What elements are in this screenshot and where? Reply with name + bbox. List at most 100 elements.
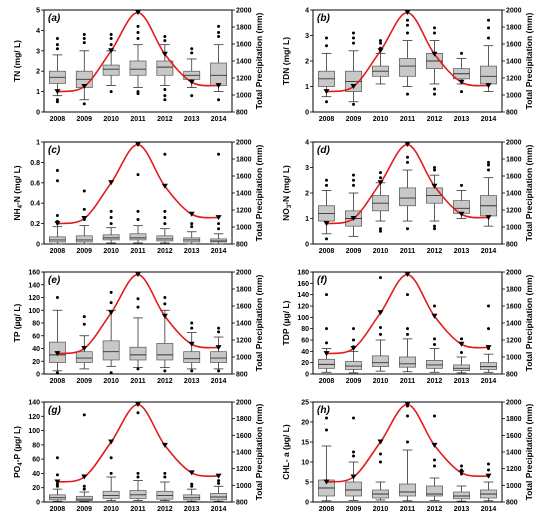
- outlier-point: [55, 213, 59, 217]
- y-tick-label: 60: [32, 457, 40, 464]
- y2-tick-label: 2000: [506, 400, 522, 407]
- precipitation-point: [431, 183, 438, 189]
- box-2008: [49, 169, 66, 245]
- precipitation-point: [431, 51, 438, 57]
- y-tick-label: 10: [301, 460, 309, 467]
- box-2014: [210, 152, 227, 245]
- x-tick-label: 2013: [184, 506, 200, 513]
- box-2008: [49, 456, 66, 502]
- outlier-point: [190, 482, 194, 486]
- outlier-point: [406, 327, 409, 331]
- y-tick-label: 0: [36, 242, 40, 249]
- y2-tick-label: 1000: [236, 225, 252, 232]
- y-tick-label: 4: [36, 28, 40, 35]
- y2-tick-label: 1800: [506, 25, 522, 32]
- outlier-point: [136, 209, 140, 213]
- precipitation-point: [108, 180, 115, 186]
- outlier-point: [136, 30, 140, 34]
- box-2011: [129, 411, 147, 501]
- box-iqr: [372, 355, 389, 367]
- y2-tick-label: 800: [236, 372, 248, 379]
- outlier-point: [163, 35, 167, 39]
- box-2008: [318, 416, 335, 502]
- box-iqr: [102, 64, 120, 76]
- y2-axis-label: Total Precipitation (mm): [254, 13, 264, 110]
- y-axis-label: NO3-N (mg/ L): [281, 165, 293, 221]
- outlier-point: [406, 414, 409, 418]
- outlier-point: [82, 487, 86, 491]
- y2-tick-label: 1000: [236, 93, 252, 100]
- outlier-point: [325, 237, 328, 241]
- box-2009: [75, 315, 93, 370]
- outlier-point: [487, 468, 490, 472]
- outlier-point: [433, 337, 436, 341]
- outlier-point: [190, 51, 194, 55]
- outlier-point: [55, 371, 59, 375]
- outlier-point: [109, 90, 113, 94]
- x-tick-label: 2011: [130, 116, 145, 123]
- outlier-point: [487, 26, 490, 30]
- precipitation-point: [458, 79, 465, 85]
- precipitation-point: [161, 442, 168, 448]
- box-2014: [480, 304, 497, 373]
- y-tick-label: 160: [297, 281, 309, 288]
- outlier-point: [190, 94, 194, 98]
- precipitation-point: [215, 345, 222, 351]
- y2-tick-label: 1600: [236, 433, 252, 440]
- outlier-point: [433, 464, 436, 468]
- precipitation-point: [431, 313, 438, 319]
- y-tick-label: 140: [28, 282, 40, 289]
- outlier-point: [190, 484, 194, 488]
- y2-tick-label: 1600: [236, 174, 252, 181]
- box-iqr: [156, 235, 174, 242]
- precipitation-point: [350, 474, 357, 480]
- outlier-point: [406, 440, 409, 444]
- outlier-point: [163, 94, 167, 98]
- y2-tick-label: 1200: [236, 466, 252, 473]
- y2-tick-label: 1800: [506, 287, 522, 294]
- outlier-point: [325, 44, 328, 48]
- outlier-point: [352, 450, 355, 454]
- precipitation-point: [135, 272, 141, 278]
- y2-tick-label: 1600: [506, 304, 522, 311]
- y2-tick-label: 800: [236, 242, 248, 249]
- x-tick-label: 2012: [157, 248, 173, 255]
- y-tick-label: 5: [305, 480, 309, 487]
- outlier-point: [163, 88, 167, 92]
- outlier-point: [433, 26, 436, 30]
- y-tick-label: 100: [297, 315, 309, 322]
- y2-tick-label: 1400: [236, 450, 252, 457]
- precipitation-point: [458, 470, 465, 476]
- outlier-point: [109, 290, 113, 294]
- precipitation-point: [81, 474, 88, 480]
- y-tick-label: 140: [28, 400, 40, 407]
- y-tick-label: 0: [305, 372, 309, 379]
- x-tick-label: 2010: [103, 116, 119, 123]
- y2-tick-label: 1800: [236, 25, 252, 32]
- outlier-point: [217, 24, 221, 28]
- outlier-point: [163, 39, 167, 43]
- outlier-point: [325, 341, 328, 345]
- x-tick-label: 2014: [481, 506, 497, 513]
- box-iqr: [156, 343, 174, 361]
- outlier-point: [433, 224, 436, 228]
- y2-tick-label: 1000: [506, 483, 522, 490]
- x-tick-label: 2008: [50, 116, 66, 123]
- panel-label: (g): [48, 405, 61, 416]
- outlier-point: [136, 92, 140, 96]
- y-tick-label: 140: [297, 292, 309, 299]
- box-2009: [345, 173, 362, 237]
- outlier-point: [433, 168, 436, 172]
- y2-axis-label: Total Precipitation (mm): [524, 275, 534, 372]
- outlier-point: [487, 18, 490, 22]
- y2-tick-label: 1200: [236, 338, 252, 345]
- panel-label: (b): [317, 13, 330, 24]
- outlier-point: [109, 471, 113, 475]
- x-tick-label: 2010: [373, 116, 389, 123]
- x-tick-label: 2009: [346, 116, 362, 123]
- y2-tick-label: 1400: [236, 59, 252, 66]
- outlier-point: [190, 321, 194, 325]
- outlier-point: [109, 43, 113, 47]
- outlier-point: [433, 414, 436, 418]
- outlier-point: [325, 327, 328, 331]
